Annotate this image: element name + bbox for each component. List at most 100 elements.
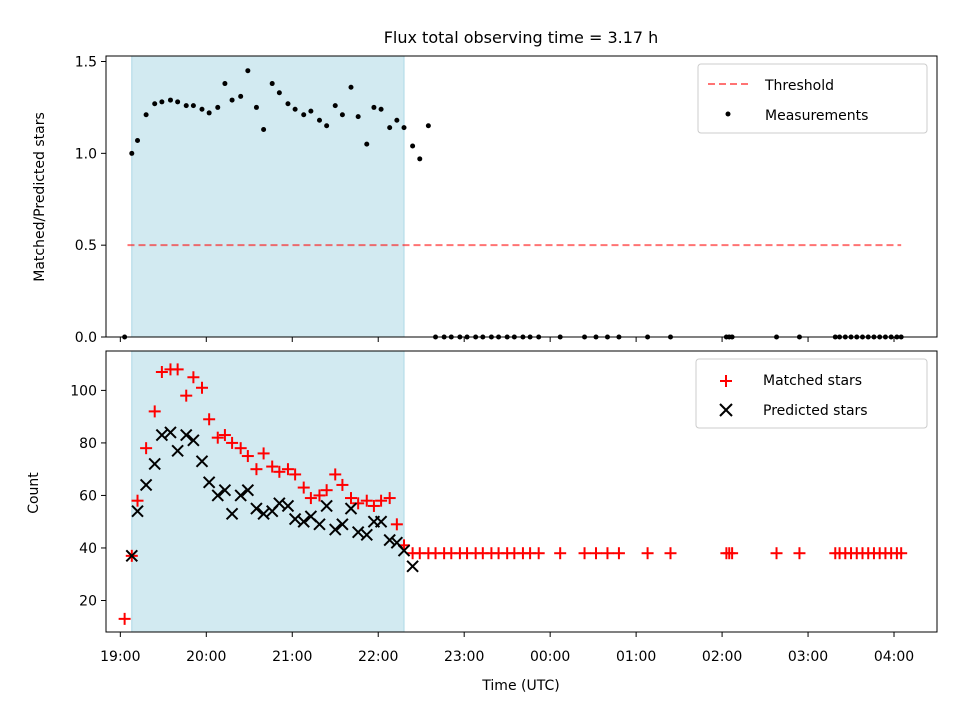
measurements-legend-swatch (725, 111, 731, 117)
matched-star-point (360, 494, 373, 507)
top-shaded-region-layer (131, 55, 405, 338)
matched-star-point (329, 468, 342, 481)
matched-star-point (195, 381, 208, 394)
matched-star-point (273, 465, 286, 478)
predicted-star-point (131, 504, 144, 518)
top-y-tick-label: 0.0 (75, 330, 97, 346)
chart-title: Flux total observing time = 3.17 h (384, 28, 659, 47)
predicted-star-point (257, 507, 270, 521)
measurement-point (206, 110, 212, 116)
bottom-legend-frame (695, 358, 928, 429)
predicted-star-point (125, 549, 138, 563)
predicted-legend-label: Predicted stars (763, 403, 868, 419)
matched-star-point (375, 494, 388, 507)
measurement-point (285, 101, 291, 107)
predicted-star-point (288, 512, 302, 526)
bottom-y-tick-label: 100 (70, 383, 97, 399)
matched-star-point (281, 463, 294, 476)
predicted-star-point (241, 483, 255, 497)
bottom-axes-frame (105, 350, 938, 633)
matched-star-point (383, 492, 396, 505)
top-y-tick-label: 1.0 (75, 146, 97, 162)
x-tick-label: 20:00 (186, 649, 226, 665)
predicted-star-point (329, 523, 342, 536)
predicted-star-point (155, 428, 169, 442)
threshold-legend-label: Threshold (764, 78, 834, 94)
measurement-point (143, 112, 149, 118)
predicted-legend-swatch (719, 403, 733, 417)
matched-star-point (601, 547, 614, 560)
matched-star-point (641, 547, 654, 560)
measurement-point (378, 106, 384, 112)
predicted-star-point (406, 560, 419, 573)
matched-star-point (241, 450, 254, 463)
matched-star-point (590, 547, 603, 560)
predicted-star-point (225, 507, 239, 521)
measurement-point (348, 84, 354, 90)
predicted-star-point (187, 434, 200, 447)
predicted-star-point (281, 499, 295, 513)
predicted-star-point (202, 476, 216, 489)
predicted-star-point (297, 515, 310, 528)
x-tick-label: 21:00 (272, 649, 312, 665)
measurement-point (316, 117, 322, 123)
matched-star-point (320, 484, 333, 497)
matched-star-point (171, 363, 184, 376)
measurement-point (215, 104, 221, 110)
matched-star-point (131, 494, 144, 507)
measurement-point (401, 125, 407, 131)
bottom-legend: Matched stars Predicted stars (695, 358, 928, 429)
matched-star-point (266, 460, 279, 473)
measurement-point (301, 112, 307, 118)
x-tick-label: 04:00 (874, 649, 914, 665)
top-y-tick-label: 0.5 (75, 238, 97, 254)
top-y-tick-label: 1.5 (75, 55, 97, 71)
predicted-star-point (148, 457, 161, 471)
matched-star-point (250, 463, 263, 476)
matched-star-point (234, 442, 247, 455)
matched-star-point (895, 547, 908, 560)
predicted-star-point (139, 478, 153, 492)
matched-star-point (532, 547, 545, 560)
bottom-shaded-region-layer (131, 350, 405, 633)
matched-star-point (289, 468, 302, 481)
measurement-point (222, 81, 228, 87)
measurement-point (324, 123, 330, 129)
measurement-point (175, 99, 181, 105)
predicted-star-point (383, 533, 396, 547)
measurement-point (135, 137, 141, 143)
predicted-star-point (397, 544, 411, 557)
top-observing-window-shade (131, 55, 405, 338)
x-tick-label: 22:00 (358, 649, 398, 665)
matched-star-point (770, 547, 783, 560)
matched-star-point (155, 366, 168, 379)
matched-star-point (336, 478, 349, 491)
matched-star-point (554, 547, 567, 560)
measurement-point (339, 112, 345, 118)
matched-star-point (203, 413, 216, 426)
top-panel: 0.0 0.5 1.0 1.5 Matched/Predicted stars Thr… (32, 55, 938, 346)
matched-star-point (664, 547, 677, 560)
measurement-point (253, 104, 259, 110)
bottom-y-tick-label: 60 (79, 488, 97, 504)
predicted-star-point (250, 502, 263, 515)
bottom-plot-marks (118, 363, 908, 625)
predicted-star-point (344, 502, 358, 515)
matched-star-point (390, 518, 403, 531)
predicted-star-point (336, 518, 349, 531)
measurement-point (183, 103, 189, 109)
matched-star-point (187, 371, 200, 384)
measurement-point (238, 93, 244, 99)
measurement-point (394, 117, 400, 123)
measurement-point (276, 90, 282, 96)
matched-legend-swatch (720, 375, 732, 387)
matched-star-point (345, 492, 358, 505)
bottom-y-tick-label: 20 (79, 593, 97, 609)
bottom-y-axis-label: Count (26, 472, 42, 514)
measurement-point (129, 150, 135, 156)
top-legend: Threshold Measurements (697, 63, 928, 134)
measurement-point (152, 101, 158, 107)
bottom-y-tick-label: 40 (79, 541, 97, 557)
predicted-star-point (171, 444, 184, 458)
